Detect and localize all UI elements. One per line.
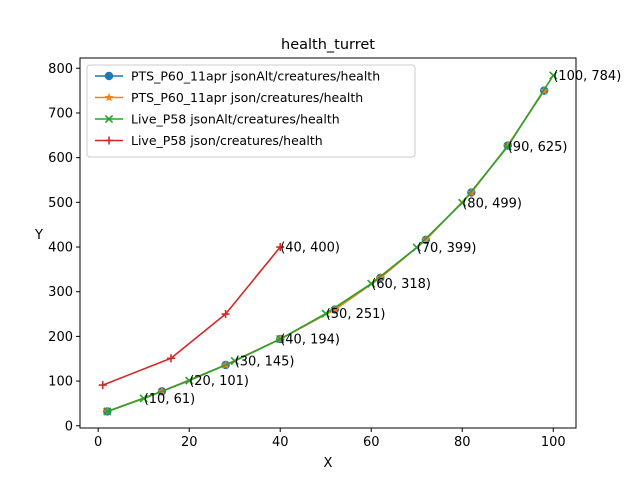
data-point [103,407,112,416]
y-tick-label: 200 [48,330,73,345]
data-point [321,309,330,318]
data-point [412,243,421,252]
legend-item: Live_P58 jsonAlt/creatures/health [95,112,340,127]
data-label: (10, 61) [144,392,196,407]
data-point [330,304,340,314]
data-point [549,71,558,80]
y-tick-label: 400 [48,241,73,256]
y-tick-label: 0 [65,419,73,434]
legend-marker [104,92,114,102]
data-label: (50, 251) [326,307,386,322]
legend-label: PTS_P60_11apr jsonAlt/creatures/health [131,69,380,84]
data-point [276,243,285,252]
x-axis-label: X [324,456,333,471]
x-tick-label: 40 [272,435,289,450]
y-axis-ticks: 0 100 200 300 400 500 600 700 800 [48,62,80,434]
y-tick-label: 100 [48,375,73,390]
x-tick-label: 100 [541,435,566,450]
data-point [98,381,107,390]
series-live-p58-json-creatures-health [98,243,285,390]
y-tick-label: 800 [48,62,73,77]
annotations: (10, 61) (20, 101) (30, 145) (40, 194) (50, … [144,69,622,407]
data-label: (80, 499) [462,196,522,211]
data-point [230,356,239,366]
x-tick-label: 0 [94,435,102,450]
data-point [139,394,148,403]
data-point [221,310,230,319]
data-label: (20, 101) [189,374,249,389]
legend-marker [104,114,114,124]
y-tick-label: 300 [48,285,73,300]
legend-item: Live_P58 json/creatures/health [95,133,323,148]
plot-frame [79,57,577,429]
data-label: (100, 784) [553,69,621,84]
data-point [367,279,376,288]
data-label: (30, 145) [235,354,295,369]
y-tick-label: 500 [48,196,73,211]
data-label: (60, 318) [371,277,431,292]
legend-item: PTS_P60_11apr jsonAlt/creatures/health [95,69,380,84]
y-tick-label: 700 [48,106,73,121]
data-point [458,198,467,207]
x-tick-label: 20 [181,435,198,450]
legend-marker [105,136,113,145]
legend-label: Live_P58 jsonAlt/creatures/health [131,112,340,127]
y-tick-label: 600 [48,151,73,166]
chart-title: health_turret [281,37,375,53]
x-tick-label: 80 [454,435,471,450]
data-point [503,142,512,151]
legend-box [86,64,416,158]
data-label: (90, 625) [508,140,568,155]
data-point [276,334,285,344]
x-axis-ticks: 0 20 40 60 80 100 [94,428,566,450]
data-label: (70, 399) [417,241,477,256]
data-label: (40, 194) [280,333,340,348]
y-axis-label: Y [34,228,43,243]
legend: PTS_P60_11apr jsonAlt/creatures/health PT… [86,64,416,158]
legend-item: PTS_P60_11apr json/creatures/health [95,90,363,105]
series-live-p58-jsonalt-creatures-health [103,71,558,416]
legend-label: PTS_P60_11apr json/creatures/health [131,90,363,105]
legend-marker [104,71,114,81]
data-point [185,376,194,385]
plot-area: (10, 61) (20, 101) (30, 145) (40, 194) (50, … [98,69,622,416]
data-point [167,354,176,363]
series-line [102,246,281,386]
x-tick-label: 60 [363,435,380,450]
data-label: (40, 400) [280,241,340,256]
legend-label: Live_P58 json/creatures/health [131,133,323,148]
